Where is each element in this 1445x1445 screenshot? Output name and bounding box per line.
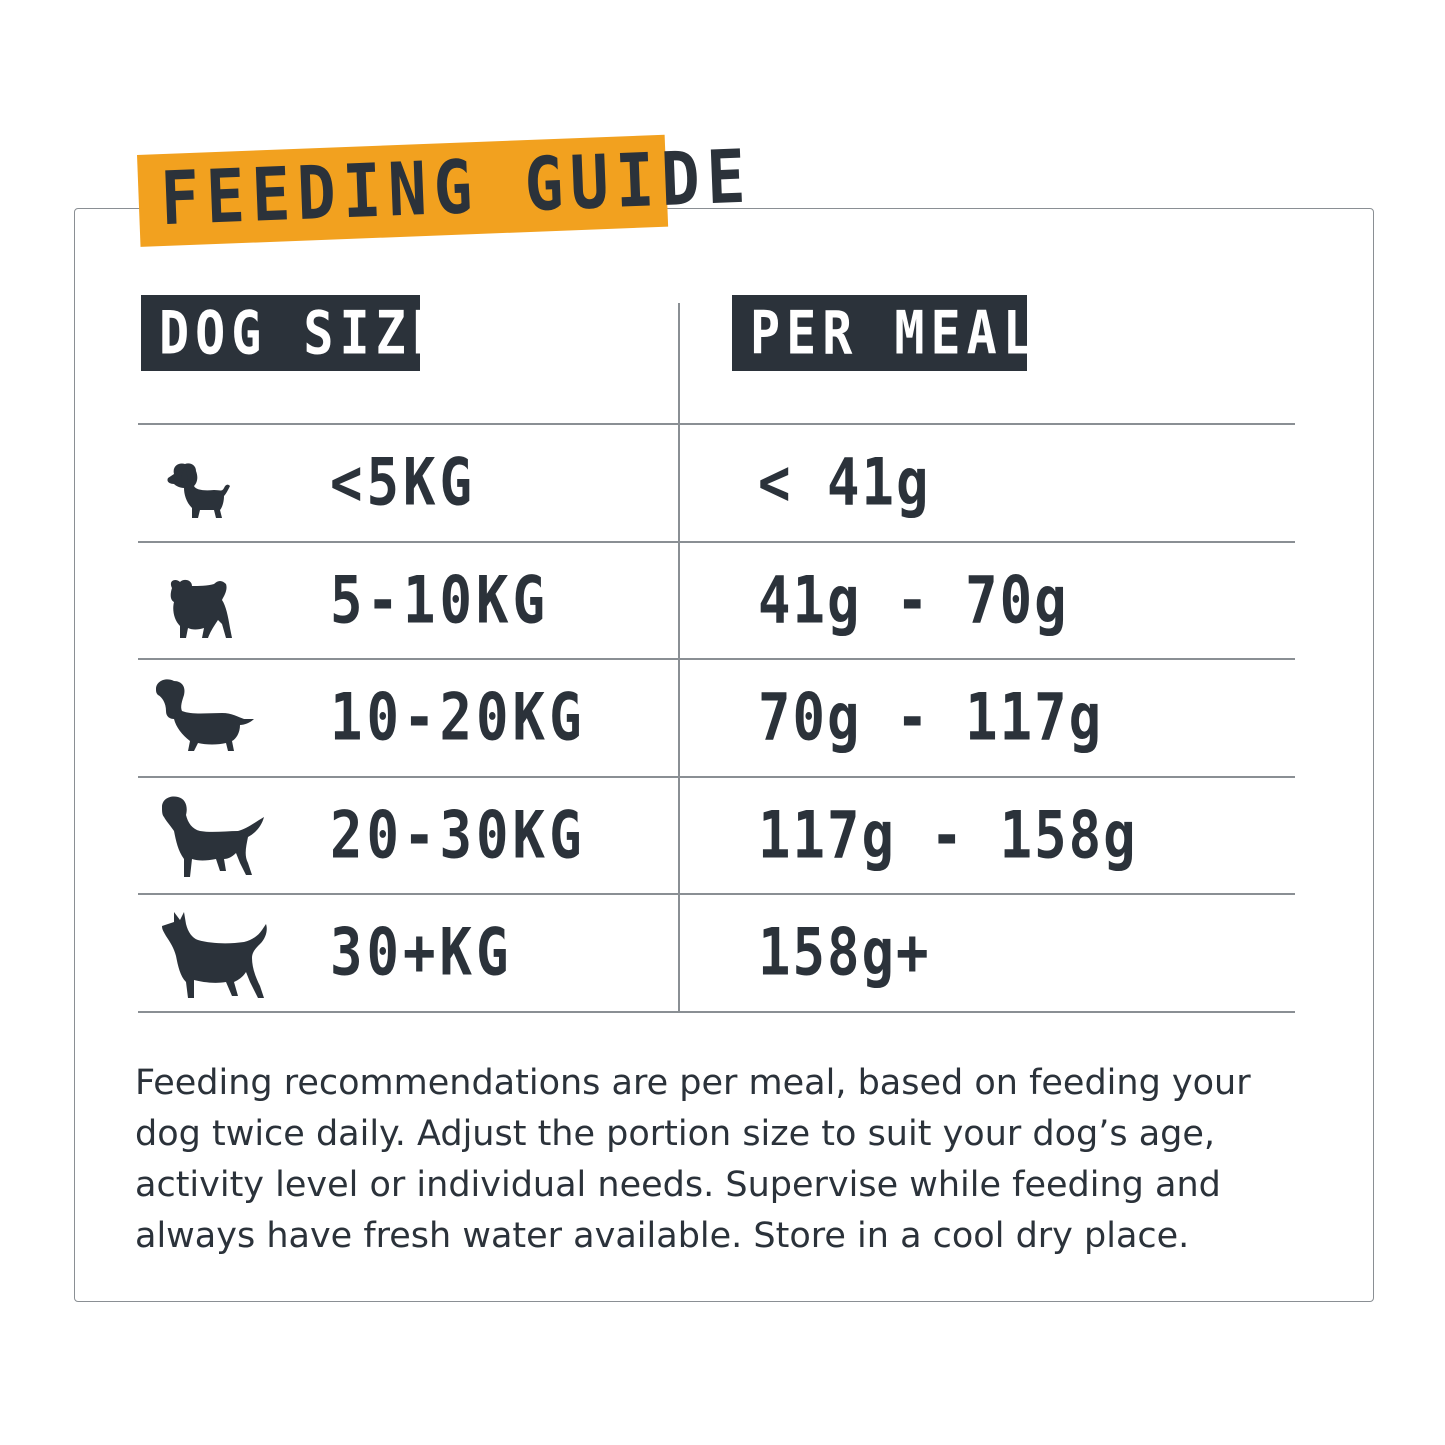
retriever-dog-icon: [152, 785, 282, 885]
dog-size-header-label: DOG SIZE: [159, 298, 448, 368]
spaniel-dog-icon: [152, 667, 282, 767]
feeding-note: Feeding recommendations are per meal, ba…: [135, 1063, 1251, 1256]
dog-size-header: DOG SIZE: [141, 295, 442, 371]
dog-size-value: <5KG: [330, 444, 477, 521]
feeding-guide-title: FEEDING GUIDE: [159, 134, 754, 243]
per-meal-value: 70g - 117g: [758, 679, 1104, 756]
row-divider: [138, 423, 1295, 425]
table-row: <5KG < 41g: [138, 424, 1295, 541]
row-divider: [138, 893, 1295, 895]
table-row: 5-10KG 41g - 70g: [138, 542, 1295, 659]
shepherd-dog-icon: [152, 902, 282, 1002]
dog-size-value: 5-10KG: [330, 562, 550, 639]
small-dog-icon: [152, 432, 282, 532]
table-row: 10-20KG 70g - 117g: [138, 659, 1295, 776]
row-divider: [138, 1011, 1295, 1013]
per-meal-header-label: PER MEAL: [750, 298, 1039, 368]
per-meal-header: PER MEAL: [732, 295, 1033, 371]
row-divider: [138, 776, 1295, 778]
per-meal-value: 117g - 158g: [758, 797, 1138, 874]
fluffy-dog-icon: [152, 550, 282, 650]
column-divider: [678, 303, 680, 1012]
feeding-guide-card: [74, 208, 1374, 1302]
dog-size-value: 20-30KG: [330, 797, 586, 874]
row-divider: [138, 658, 1295, 660]
dog-size-value: 10-20KG: [330, 679, 586, 756]
per-meal-value: 41g - 70g: [758, 562, 1069, 639]
per-meal-value: < 41g: [758, 444, 931, 521]
per-meal-value: 158g+: [758, 914, 931, 991]
table-row: 30+KG 158g+: [138, 894, 1295, 1011]
row-divider: [138, 541, 1295, 543]
table-row: 20-30KG 117g - 158g: [138, 777, 1295, 894]
dog-size-value: 30+KG: [330, 914, 513, 991]
